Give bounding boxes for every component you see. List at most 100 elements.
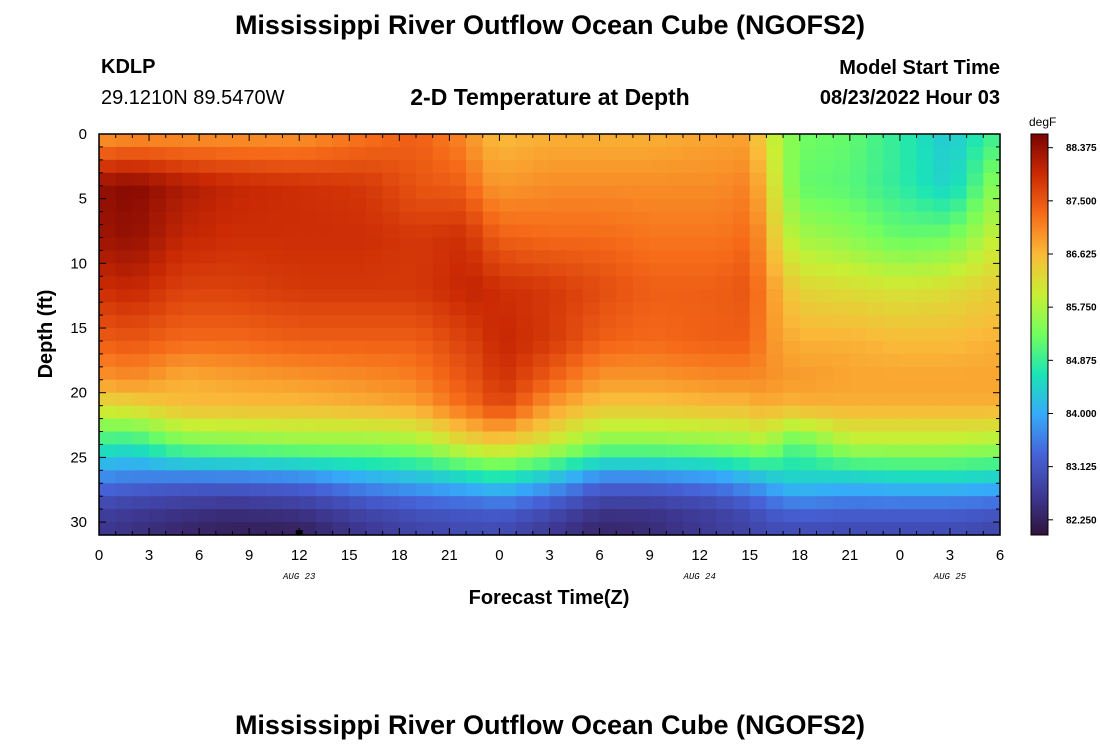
heatmap-cell xyxy=(232,353,250,368)
heatmap-cell xyxy=(532,250,551,264)
heatmap-cell xyxy=(215,198,234,213)
heatmap-cell xyxy=(499,263,517,277)
heatmap-cell xyxy=(432,315,450,329)
heatmap-cell xyxy=(165,146,184,161)
heatmap-cell xyxy=(149,134,167,148)
heatmap-cell xyxy=(532,379,551,394)
heatmap-cell xyxy=(516,302,534,316)
heatmap-cell xyxy=(482,198,501,213)
heatmap-cell xyxy=(532,483,551,497)
heatmap-cell xyxy=(165,509,184,523)
heatmap-cell xyxy=(549,457,567,471)
heatmap-cell xyxy=(332,302,350,316)
heatmap-cell xyxy=(482,315,501,329)
heatmap-cell xyxy=(866,276,884,290)
heatmap-cell xyxy=(416,418,434,433)
heatmap-cell xyxy=(582,457,601,471)
heatmap-cell xyxy=(883,522,901,536)
heatmap-cell xyxy=(933,172,951,187)
heatmap-cell xyxy=(365,522,384,536)
heatmap-cell xyxy=(699,263,717,277)
heatmap-cell xyxy=(165,211,184,226)
heatmap-cell xyxy=(365,146,384,161)
heatmap-cell xyxy=(165,134,184,148)
heatmap-cell xyxy=(199,250,217,264)
heatmap-cell xyxy=(416,483,434,497)
heatmap-cell xyxy=(983,405,1001,420)
heatmap-cell xyxy=(566,496,584,510)
heatmap-cell xyxy=(466,328,484,342)
heatmap-cell xyxy=(165,250,184,264)
heatmap-cell xyxy=(949,366,968,381)
heatmap-cell xyxy=(916,340,934,355)
heatmap-cell xyxy=(99,237,117,252)
heatmap-cell xyxy=(699,211,717,226)
x-tick-label: 21 xyxy=(841,547,858,564)
heatmap-cell xyxy=(466,483,484,497)
heatmap-cell xyxy=(315,340,334,355)
heatmap-cell xyxy=(682,496,701,510)
heatmap-cell xyxy=(449,418,467,433)
heatmap-cell xyxy=(682,224,701,239)
heatmap-cell xyxy=(499,328,517,342)
heatmap-cell xyxy=(399,496,417,510)
model-start-label: Model Start Time xyxy=(839,57,1000,79)
heatmap-cell xyxy=(566,134,584,148)
heatmap-cell xyxy=(365,328,384,342)
heatmap-cell xyxy=(149,379,167,394)
heatmap-cell xyxy=(132,159,150,174)
heatmap-cell xyxy=(349,431,367,446)
heatmap-cell xyxy=(532,509,551,523)
heatmap-cell xyxy=(966,522,984,536)
heatmap-cell xyxy=(983,211,1001,226)
heatmap-cell xyxy=(833,431,851,446)
heatmap-cell xyxy=(99,172,117,187)
heatmap-cell xyxy=(299,496,317,510)
heatmap-cell xyxy=(682,302,701,316)
heatmap-cell xyxy=(632,289,651,303)
heatmap-cell xyxy=(749,353,768,368)
heatmap-cell xyxy=(649,172,667,187)
heatmap-cell xyxy=(199,224,217,239)
heatmap-cell xyxy=(799,276,818,290)
colorbar-label: 87.500 xyxy=(1066,196,1097,207)
heatmap-cell xyxy=(849,379,868,394)
heatmap-cell xyxy=(399,366,417,381)
heatmap-cell xyxy=(249,522,267,536)
heatmap-cell xyxy=(215,237,234,252)
heatmap-cell xyxy=(99,392,117,407)
heatmap-cell xyxy=(282,366,300,381)
heatmap-cell xyxy=(966,315,984,329)
heatmap-cell xyxy=(766,146,784,161)
heatmap-cell xyxy=(466,522,484,536)
heatmap-cell xyxy=(532,431,551,446)
heatmap-cell xyxy=(849,483,868,497)
heatmap-cell xyxy=(516,328,534,342)
heatmap-cell xyxy=(165,483,184,497)
heatmap-cell xyxy=(365,302,384,316)
heatmap-cell xyxy=(666,315,684,329)
heatmap-cell xyxy=(616,263,634,277)
heatmap-cell xyxy=(666,263,684,277)
heatmap-cell xyxy=(215,289,234,303)
heatmap-cell xyxy=(132,392,150,407)
heatmap-cell xyxy=(115,431,133,446)
heatmap-cell xyxy=(215,146,234,161)
heatmap-cell xyxy=(599,263,617,277)
heatmap-cell xyxy=(349,237,367,252)
heatmap-cell xyxy=(265,289,284,303)
heatmap-cell xyxy=(499,405,517,420)
heatmap-cell xyxy=(382,418,400,433)
heatmap-cell xyxy=(416,340,434,355)
x-tick-label: 12 xyxy=(291,547,308,564)
heatmap-cell xyxy=(399,444,417,458)
heatmap-cell xyxy=(582,418,601,433)
heatmap-cell xyxy=(566,366,584,381)
heatmap-cell xyxy=(516,470,534,484)
heatmap-cell xyxy=(132,522,150,536)
heatmap-cell xyxy=(282,418,300,433)
heatmap-cell xyxy=(265,418,284,433)
heatmap-cell xyxy=(733,263,751,277)
heatmap-cell xyxy=(315,315,334,329)
heatmap-cell xyxy=(616,185,634,200)
